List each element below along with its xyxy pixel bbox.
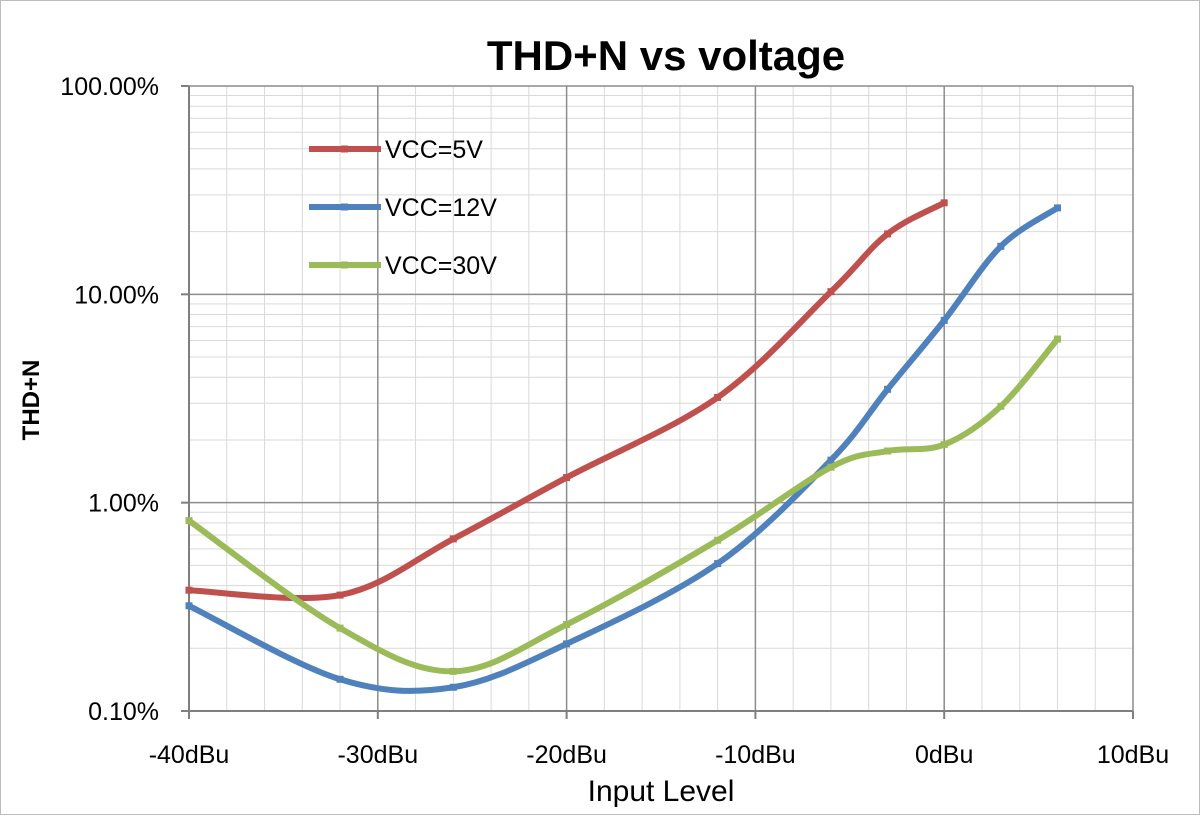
y-tick-label: 0.10%: [88, 698, 159, 726]
data-point: [185, 586, 193, 594]
data-point: [884, 385, 892, 393]
x-tick-label: -40dBu: [149, 741, 230, 769]
data-point: [563, 474, 571, 482]
chart-title: THD+N vs voltage: [487, 32, 845, 79]
series-vcc-12v: [185, 204, 1061, 694]
data-point: [563, 621, 571, 629]
legend-item-vcc-30v[interactable]: VCC=30V: [309, 252, 497, 280]
x-axis-ticks: -40dBu -30dBu -20dBu -10dBu 0dBu 10dBu: [149, 711, 1169, 769]
x-tick-label: -30dBu: [337, 741, 418, 769]
x-axis-label: Input Level: [588, 775, 735, 808]
data-point: [940, 316, 948, 324]
data-point: [1053, 204, 1061, 212]
data-point: [336, 624, 344, 632]
series-vcc-5v: [185, 199, 948, 602]
series-vcc-30v: [185, 335, 1061, 675]
data-point: [940, 199, 948, 207]
legend-marker: [341, 203, 348, 211]
legend-marker: [341, 145, 348, 153]
series-line-vcc-12v: [186, 204, 1061, 694]
x-tick-label: 0dBu: [915, 741, 973, 769]
axes: [188, 86, 1133, 712]
legend-label: VCC=5V: [385, 136, 483, 164]
data-point: [940, 441, 948, 449]
data-point: [185, 602, 193, 610]
legend-label: VCC=12V: [385, 194, 497, 222]
x-tick-label: -20dBu: [526, 741, 607, 769]
grid-minor: [189, 86, 1133, 711]
data-point: [336, 675, 344, 683]
data-point: [827, 456, 835, 464]
y-axis-ticks: 0.10% 1.00% 10.00% 100.00%: [60, 73, 189, 726]
x-tick-label: -10dBu: [715, 741, 796, 769]
legend[interactable]: VCC=5V VCC=12V VCC=30V: [309, 136, 497, 280]
data-point: [884, 447, 892, 455]
data-point: [884, 230, 892, 238]
data-point: [827, 288, 835, 296]
y-tick-label: 1.00%: [88, 490, 159, 518]
data-point: [449, 667, 457, 675]
data-point: [185, 517, 193, 525]
data-point: [714, 560, 722, 568]
y-axis-label: THD+N: [18, 360, 45, 441]
data-point: [827, 463, 835, 471]
y-tick-label: 10.00%: [74, 281, 159, 309]
grid-major: [189, 85, 1134, 711]
data-point: [449, 683, 457, 691]
data-point: [714, 536, 722, 544]
legend-label: VCC=30V: [385, 252, 497, 280]
data-point: [336, 591, 344, 599]
data-point: [714, 393, 722, 401]
data-point: [997, 242, 1005, 250]
x-tick-label: 10dBu: [1097, 741, 1169, 769]
data-point: [449, 535, 457, 543]
data-point: [563, 640, 571, 648]
legend-marker: [341, 261, 348, 269]
legend-item-vcc-12v[interactable]: VCC=12V: [309, 194, 497, 222]
y-tick-label: 100.00%: [60, 73, 159, 101]
legend-item-vcc-5v[interactable]: VCC=5V: [309, 136, 483, 164]
series-line-vcc-30v: [186, 336, 1061, 675]
data-point: [1053, 335, 1061, 343]
data-point: [997, 402, 1005, 410]
series-lines: [185, 199, 1061, 694]
